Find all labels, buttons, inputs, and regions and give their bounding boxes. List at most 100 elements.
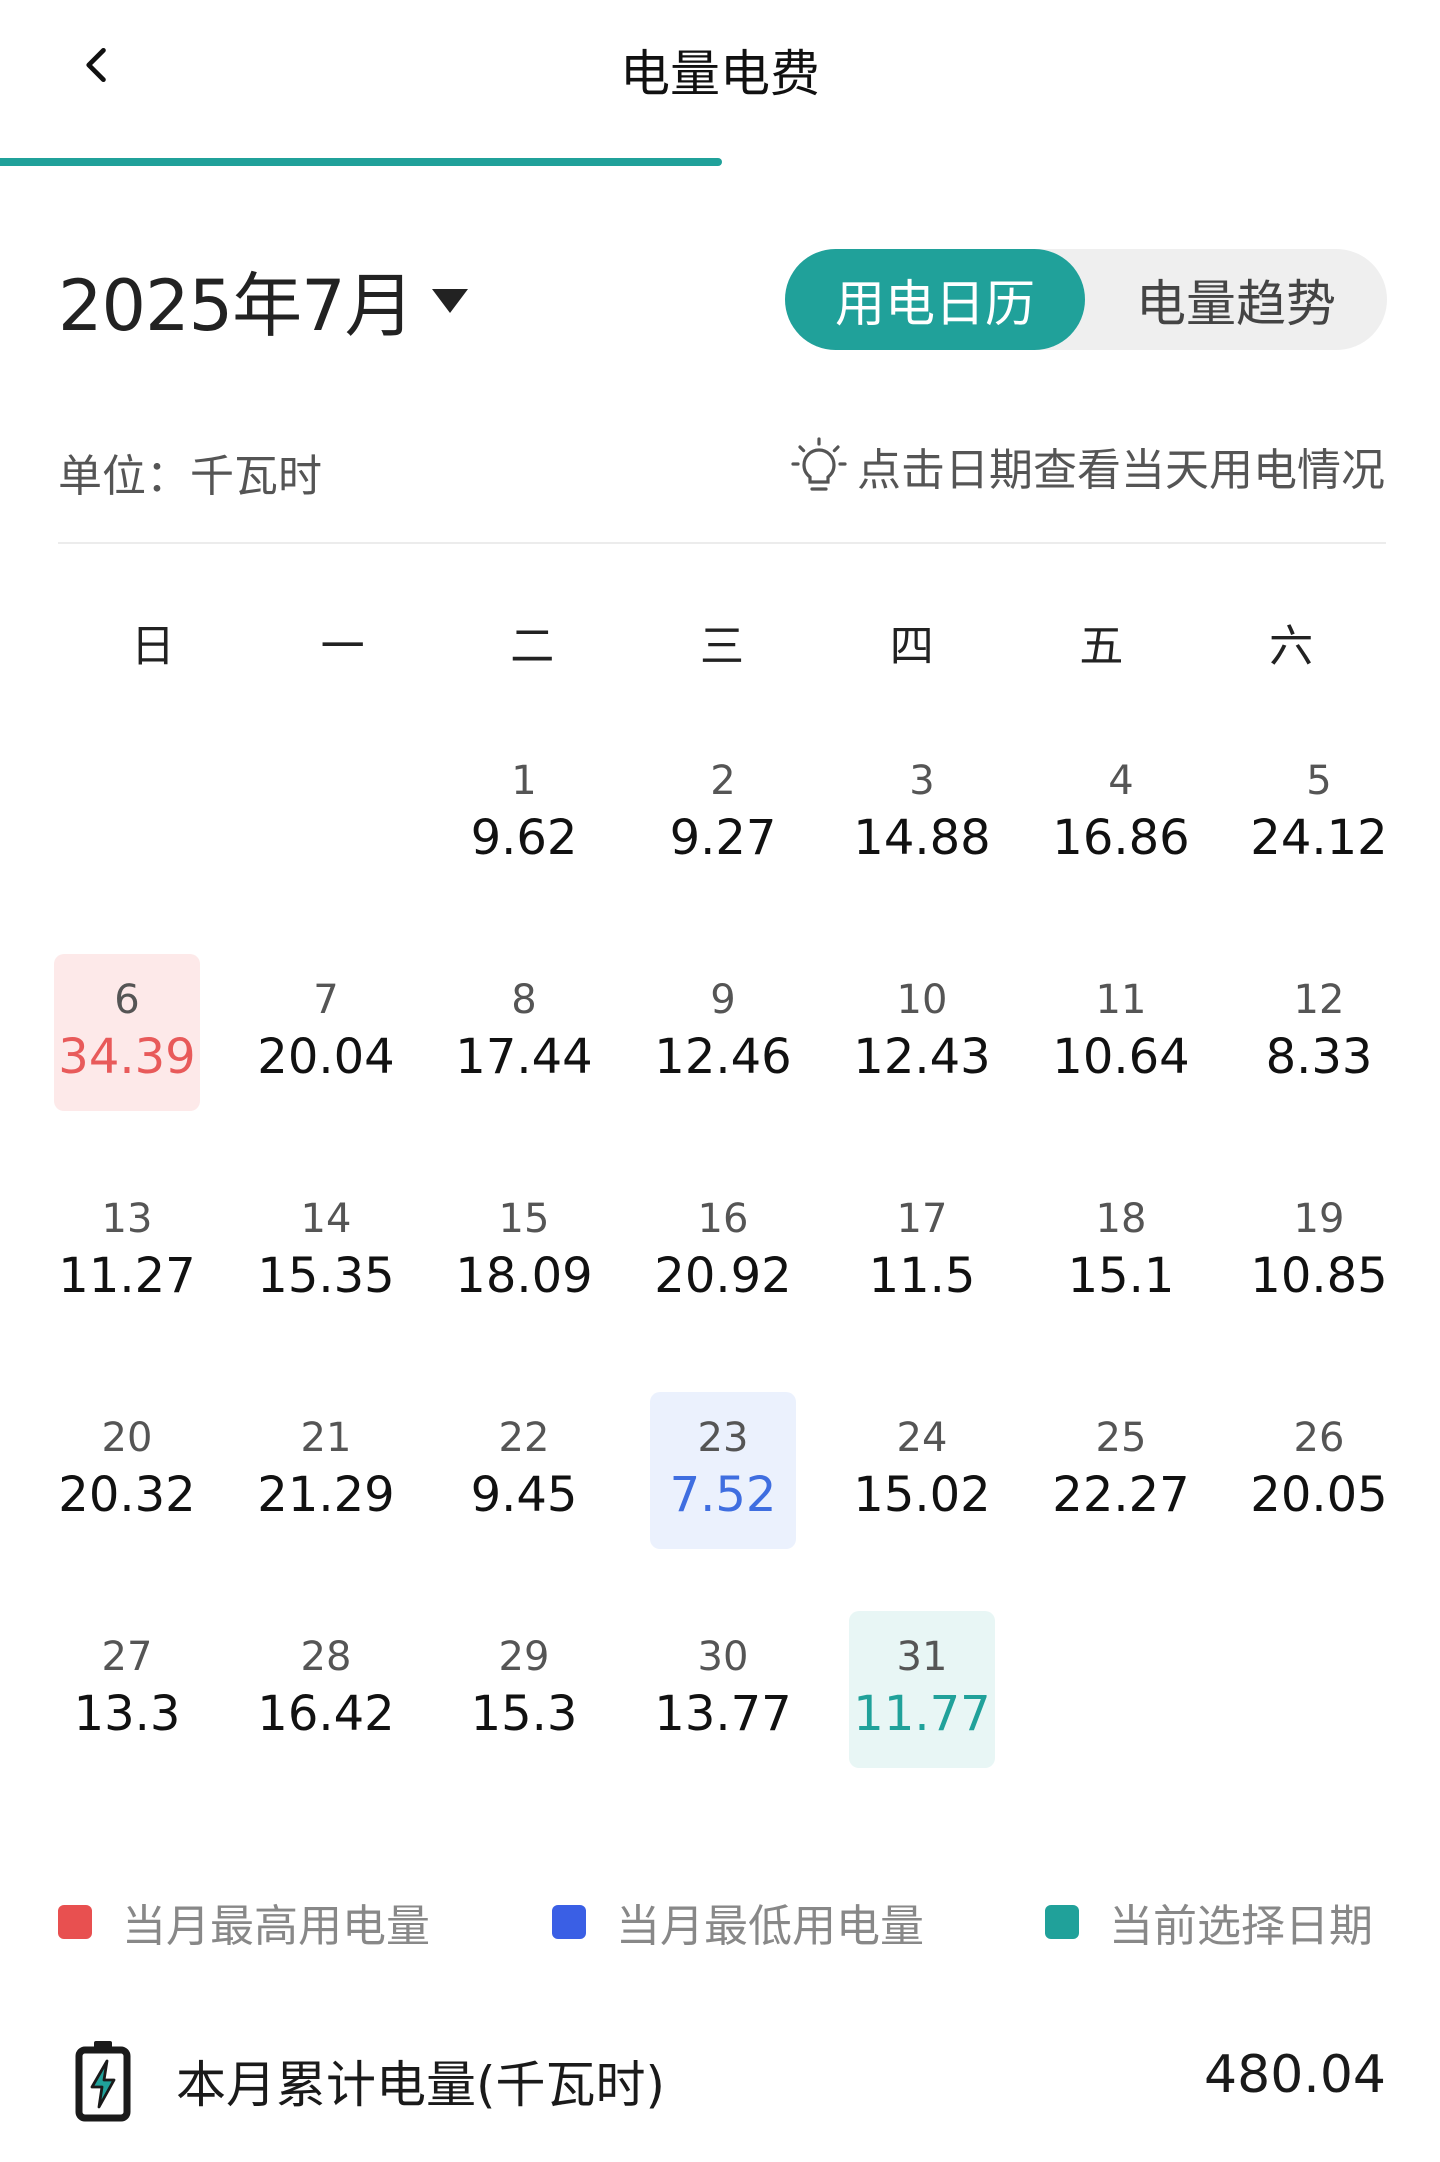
day-number: 23 [697, 1415, 749, 1462]
legend-item: 当前选择日期 [1045, 1890, 1373, 1954]
view-toggle: 用电日历 电量趋势 [785, 249, 1387, 350]
weekday-header: 日一二三四五六 [58, 610, 1386, 674]
day-number: 19 [1293, 1196, 1345, 1243]
day-usage-value: 10.64 [1052, 1029, 1190, 1086]
day-usage-value: 24.12 [1250, 810, 1388, 867]
day-usage-value: 10.85 [1250, 1248, 1388, 1305]
day-usage-value: 13.77 [654, 1686, 792, 1743]
legend-item: 当月最高用电量 [58, 1890, 430, 1954]
page-title: 电量电费 [620, 45, 820, 103]
calendar-day-29[interactable]: 29 15.3 [451, 1611, 597, 1768]
calendar-day-28[interactable]: 28 16.42 [253, 1611, 399, 1768]
calendar-day-2[interactable]: 2 9.27 [650, 735, 796, 892]
calendar-day-5[interactable]: 5 24.12 [1246, 735, 1392, 892]
legend-swatch [552, 1905, 586, 1939]
calendar-day-1[interactable]: 1 9.62 [451, 735, 597, 892]
day-usage-value: 12.43 [853, 1029, 991, 1086]
lightbulb-icon [791, 437, 847, 491]
day-usage-value: 20.05 [1250, 1467, 1388, 1524]
day-number: 20 [101, 1415, 153, 1462]
day-usage-value: 34.39 [58, 1029, 196, 1086]
legend-label: 当月最低用电量 [616, 1901, 924, 1952]
calendar-day-18[interactable]: 18 15.1 [1048, 1173, 1194, 1330]
day-usage-value: 20.04 [257, 1029, 395, 1086]
day-number: 28 [300, 1634, 352, 1681]
day-number: 15 [498, 1196, 550, 1243]
calendar-day-13[interactable]: 13 11.27 [54, 1173, 200, 1330]
day-usage-value: 12.46 [654, 1029, 792, 1086]
day-number: 25 [1095, 1415, 1147, 1462]
calendar-day-20[interactable]: 20 20.32 [54, 1392, 200, 1549]
calendar-grid: 1 9.62 2 9.27 3 14.88 4 16.86 5 24.12 6 34.39 7 20.04… [54, 735, 1440, 1795]
day-number: 24 [896, 1415, 948, 1462]
calendar-day-27[interactable]: 27 13.3 [54, 1611, 200, 1768]
day-usage-value: 15.02 [853, 1467, 991, 1524]
calendar-day-3[interactable]: 3 14.88 [849, 735, 995, 892]
legend-label: 当月最高用电量 [122, 1901, 430, 1952]
day-number: 7 [313, 977, 339, 1024]
day-usage-value: 15.3 [470, 1686, 578, 1743]
calendar-day-23[interactable]: 23 7.52 [650, 1392, 796, 1549]
day-usage-value: 13.3 [73, 1686, 181, 1743]
day-usage-value: 20.92 [654, 1248, 792, 1305]
calendar-day-15[interactable]: 15 18.09 [451, 1173, 597, 1330]
legend: 当月最高用电量 当月最低用电量 当前选择日期 [58, 1890, 1386, 1952]
calendar-day-21[interactable]: 21 21.29 [253, 1392, 399, 1549]
tab-usage-calendar[interactable]: 用电日历 [785, 249, 1085, 350]
day-number: 29 [498, 1634, 550, 1681]
caret-down-icon [431, 288, 468, 313]
calendar-day-6[interactable]: 6 34.39 [54, 954, 200, 1111]
back-button[interactable] [62, 30, 132, 100]
day-number: 26 [1293, 1415, 1345, 1462]
day-usage-value: 17.44 [455, 1029, 593, 1086]
chevron-left-icon [86, 47, 106, 83]
calendar-day-31[interactable]: 31 11.77 [849, 1611, 995, 1768]
legend-label: 当前选择日期 [1109, 1901, 1373, 1952]
calendar-day-17[interactable]: 17 11.5 [849, 1173, 995, 1330]
day-usage-value: 9.62 [470, 810, 578, 867]
tab-usage-trend[interactable]: 电量趋势 [1136, 274, 1336, 333]
calendar-day-7[interactable]: 7 20.04 [253, 954, 399, 1111]
calendar-day-25[interactable]: 25 22.27 [1048, 1392, 1194, 1549]
day-number: 6 [114, 977, 140, 1024]
summary-value: 480.04 [1204, 2045, 1386, 2105]
calendar-day-19[interactable]: 19 10.85 [1246, 1173, 1392, 1330]
legend-swatch [58, 1905, 92, 1939]
day-usage-value: 21.29 [257, 1467, 395, 1524]
calendar-day-12[interactable]: 12 8.33 [1246, 954, 1392, 1111]
day-number: 31 [896, 1634, 948, 1681]
calendar-day-22[interactable]: 22 9.45 [451, 1392, 597, 1549]
calendar-day-11[interactable]: 11 10.64 [1048, 954, 1194, 1111]
day-number: 5 [1306, 758, 1332, 805]
calendar-day-10[interactable]: 10 12.43 [849, 954, 995, 1111]
calendar-day-24[interactable]: 24 15.02 [849, 1392, 995, 1549]
calendar-day-4[interactable]: 4 16.86 [1048, 735, 1194, 892]
month-label: 2025年7月 [58, 265, 415, 347]
calendar-day-30[interactable]: 30 13.77 [650, 1611, 796, 1768]
month-selector[interactable]: 2025年7月 [58, 250, 468, 351]
calendar-day-8[interactable]: 8 17.44 [451, 954, 597, 1111]
calendar-day-14[interactable]: 14 15.35 [253, 1173, 399, 1330]
day-number: 18 [1095, 1196, 1147, 1243]
calendar-day-16[interactable]: 16 20.92 [650, 1173, 796, 1330]
weekday-label: 六 [1269, 621, 1314, 672]
weekday-label: 日 [130, 621, 175, 672]
day-usage-value: 14.88 [853, 810, 991, 867]
day-number: 17 [896, 1196, 948, 1243]
day-usage-value: 18.09 [455, 1248, 593, 1305]
top-bar: 电量电费 [0, 0, 1440, 170]
legend-swatch [1045, 1905, 1079, 1939]
day-usage-value: 9.45 [470, 1467, 578, 1524]
weekday-label: 三 [699, 621, 744, 672]
battery-charging-icon [75, 2041, 131, 2122]
day-usage-value: 9.27 [669, 810, 777, 867]
calendar-day-9[interactable]: 9 12.46 [650, 954, 796, 1111]
day-usage-value: 7.52 [669, 1467, 777, 1524]
day-number: 30 [697, 1634, 749, 1681]
calendar-day-26[interactable]: 26 20.05 [1246, 1392, 1392, 1549]
monthly-summary: 本月累计电量(千瓦时) 480.04 [58, 2035, 1386, 2125]
day-number: 11 [1095, 977, 1147, 1024]
day-number: 3 [909, 758, 935, 805]
weekday-label: 五 [1079, 621, 1124, 672]
day-number: 27 [101, 1634, 153, 1681]
